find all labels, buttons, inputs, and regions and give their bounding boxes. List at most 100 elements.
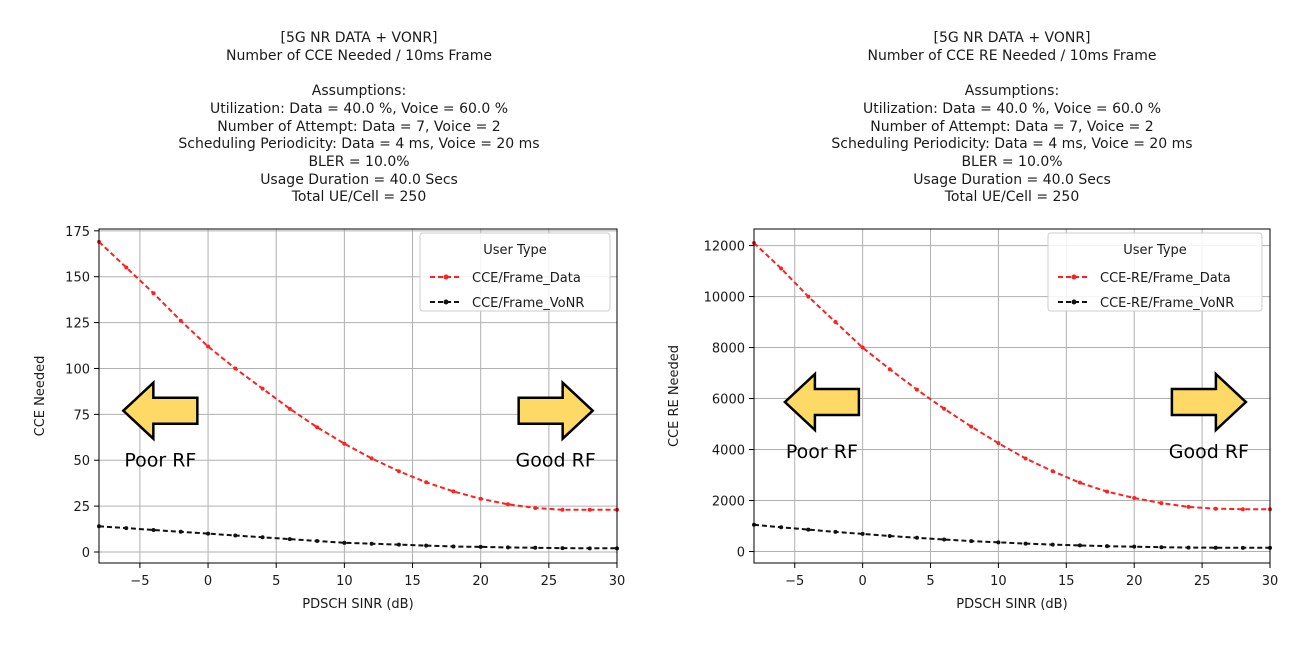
legend-swatch-marker bbox=[1071, 274, 1077, 280]
data-point bbox=[342, 540, 347, 545]
data-point bbox=[1186, 545, 1191, 550]
x-tick-label: 5 bbox=[926, 574, 934, 589]
data-point bbox=[1132, 495, 1137, 500]
x-tick-label: 15 bbox=[404, 574, 421, 589]
data-point bbox=[860, 531, 865, 536]
data-point bbox=[369, 456, 374, 461]
data-point bbox=[1240, 545, 1245, 550]
chart-panel-left: [5G NR DATA + VONR] Number of CCE Needed… bbox=[33, 30, 625, 612]
data-point bbox=[914, 535, 919, 540]
x-tick-label: 30 bbox=[1262, 574, 1279, 589]
data-point bbox=[396, 542, 401, 547]
y-tick-label: 175 bbox=[65, 225, 90, 240]
data-point bbox=[124, 265, 129, 270]
chart-title-block: [5G NR DATA + VONR] Number of CCE Needed… bbox=[159, 30, 559, 207]
data-point bbox=[342, 441, 347, 446]
assumption-line: Total UE/Cell = 250 bbox=[291, 189, 427, 206]
x-tick-label: 20 bbox=[1126, 574, 1143, 589]
data-point bbox=[533, 505, 538, 510]
data-point bbox=[369, 541, 374, 546]
y-tick-label: 25 bbox=[73, 500, 90, 515]
arrow-left-icon bbox=[121, 379, 199, 442]
legend-title: User Type bbox=[1123, 243, 1187, 258]
legend-swatch-marker bbox=[1071, 299, 1077, 305]
data-point bbox=[1077, 480, 1082, 485]
data-point bbox=[860, 345, 865, 350]
data-point bbox=[1159, 501, 1164, 506]
chart-title-block: [5G NR DATA + VONR] Number of CCE RE Nee… bbox=[802, 30, 1222, 207]
plot-frame bbox=[753, 228, 1271, 564]
x-tick-label: 10 bbox=[336, 574, 353, 589]
assumptions-heading: Assumptions: bbox=[964, 83, 1060, 100]
y-tick-label: 150 bbox=[65, 271, 90, 286]
data-point bbox=[833, 529, 838, 534]
data-point bbox=[1240, 507, 1245, 512]
poor-rf-label: Poor RF bbox=[124, 450, 196, 472]
data-point bbox=[478, 496, 483, 501]
chart-panel-right: [5G NR DATA + VONR] Number of CCE RE Nee… bbox=[660, 0, 1316, 645]
data-point bbox=[996, 540, 1001, 545]
data-point bbox=[1050, 469, 1055, 474]
y-axis-label: CCE Needed bbox=[33, 356, 48, 437]
chart-svg-left: −5 0 5 10 15 20 25 30 0 25 50 75 100 125 150 175 PDSCH S… bbox=[33, 225, 625, 612]
data-point bbox=[151, 527, 156, 532]
data-point bbox=[233, 533, 238, 538]
y-tick-label: 10000 bbox=[704, 291, 745, 306]
y-tick-label: 125 bbox=[65, 317, 90, 332]
arrow-right-icon bbox=[1170, 371, 1248, 433]
assumption-line: Number of Attempt: Data = 7, Voice = 2 bbox=[217, 118, 501, 135]
data-point bbox=[996, 441, 1001, 446]
good-rf-label: Good RF bbox=[516, 450, 596, 472]
data-point bbox=[533, 545, 538, 550]
data-point bbox=[260, 386, 265, 391]
plot-frame bbox=[98, 228, 618, 564]
x-tick-label: 10 bbox=[990, 574, 1007, 589]
data-point bbox=[560, 546, 565, 551]
series-line-data bbox=[753, 242, 1270, 511]
arrow-right-icon bbox=[517, 379, 595, 442]
assumptions-heading: Assumptions: bbox=[311, 83, 407, 100]
data-point bbox=[478, 544, 483, 549]
data-point bbox=[505, 545, 510, 550]
data-point bbox=[914, 387, 919, 392]
data-point bbox=[1105, 544, 1110, 549]
data-point bbox=[1077, 543, 1082, 548]
data-point bbox=[1213, 545, 1218, 550]
x-tick-label: 15 bbox=[1058, 574, 1075, 589]
y-tick-label: 8000 bbox=[712, 342, 745, 357]
data-point bbox=[151, 291, 156, 296]
data-point bbox=[587, 507, 592, 512]
legend-entry: CCE-RE/Frame_Data bbox=[1100, 271, 1231, 286]
chart-svg-right: −5 0 5 10 15 20 25 30 0 2000 4000 6000 8000 10000 1200… bbox=[667, 228, 1279, 612]
data-point bbox=[779, 525, 784, 530]
chart-title: [5G NR DATA + VONR] bbox=[280, 30, 438, 46]
data-point bbox=[424, 480, 429, 485]
series-line-vonr bbox=[753, 523, 1270, 549]
assumption-line: Total UE/Cell = 250 bbox=[944, 189, 1080, 206]
data-point bbox=[806, 294, 811, 299]
x-axis-label: PDSCH SINR (dB) bbox=[956, 597, 1067, 612]
data-point bbox=[451, 544, 456, 549]
data-point bbox=[560, 507, 565, 512]
chart-subtitle: Number of CCE Needed / 10ms Frame bbox=[226, 47, 492, 64]
y-tick-label: 6000 bbox=[712, 393, 745, 408]
assumption-line: BLER = 10.0% bbox=[308, 153, 410, 170]
data-point bbox=[206, 531, 211, 536]
y-tick-label: 4000 bbox=[712, 444, 745, 459]
legend-swatch-marker bbox=[443, 274, 449, 280]
data-point bbox=[451, 489, 456, 494]
y-tick-label: 100 bbox=[65, 362, 90, 377]
x-tick-label: 20 bbox=[472, 574, 489, 589]
data-point bbox=[969, 539, 974, 544]
data-point bbox=[1105, 489, 1110, 494]
x-tick-label: 0 bbox=[204, 574, 212, 589]
y-tick-label: 2000 bbox=[712, 495, 745, 510]
data-point bbox=[887, 367, 892, 372]
assumption-line: Usage Duration = 40.0 Secs bbox=[913, 171, 1111, 188]
data-point bbox=[1159, 545, 1164, 550]
data-point bbox=[505, 502, 510, 507]
data-point bbox=[178, 318, 183, 323]
data-point bbox=[1023, 456, 1028, 461]
data-point bbox=[887, 533, 892, 538]
assumption-line: Scheduling Periodicity: Data = 4 ms, Voi… bbox=[831, 136, 1193, 153]
